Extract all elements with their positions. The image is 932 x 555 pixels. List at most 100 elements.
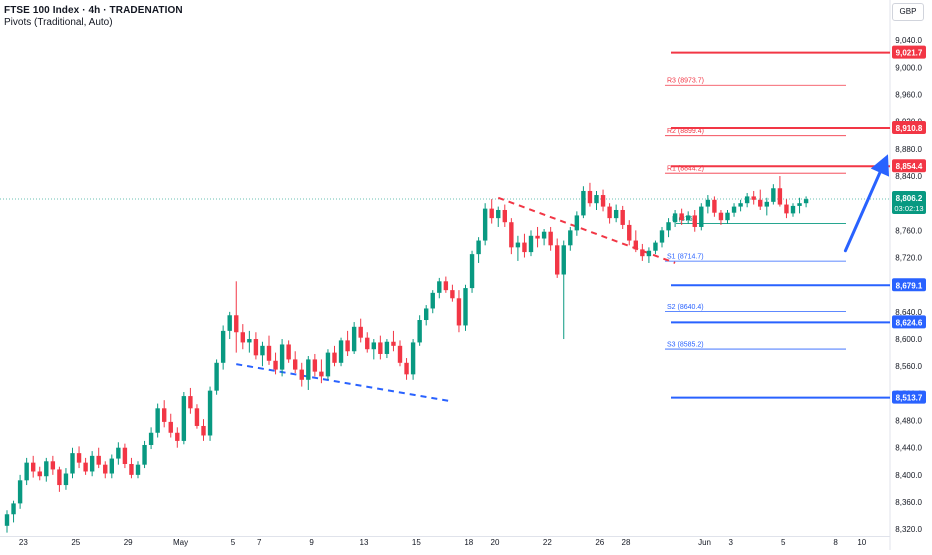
candle-body bbox=[299, 369, 304, 380]
candle-body bbox=[227, 315, 232, 331]
time-tick-label: 7 bbox=[257, 538, 262, 547]
level-price-tag bbox=[892, 45, 926, 59]
candle-body bbox=[555, 245, 560, 275]
price-tick-label: 8,320.0 bbox=[895, 525, 922, 534]
candle-body bbox=[351, 326, 357, 352]
time-tick-label: 5 bbox=[231, 538, 236, 547]
candle-body bbox=[482, 208, 488, 241]
candle-body bbox=[541, 231, 547, 239]
level-price-tag bbox=[892, 315, 926, 329]
candle-body bbox=[31, 462, 36, 472]
candle-body bbox=[659, 230, 665, 243]
candle-body bbox=[633, 240, 638, 250]
chart-title: FTSE 100 Index · 4h · TRADENATION bbox=[4, 5, 183, 16]
candle-body bbox=[738, 203, 743, 207]
candle-body bbox=[391, 341, 396, 346]
projection-arrow-shaft bbox=[843, 171, 882, 253]
time-tick-label: 25 bbox=[71, 538, 80, 547]
level-price-tag-label: 8,679.1 bbox=[896, 281, 923, 290]
candle-body bbox=[76, 453, 82, 463]
candle-body bbox=[561, 245, 566, 275]
price-tick-label: 8,400.0 bbox=[895, 471, 922, 480]
time-tick-label: 13 bbox=[360, 538, 369, 547]
candle-body bbox=[325, 352, 331, 377]
candle-body bbox=[587, 190, 593, 204]
price-tick-label: 9,040.0 bbox=[895, 36, 922, 45]
candle-body bbox=[476, 240, 481, 255]
candle-body bbox=[384, 341, 390, 354]
candle-body bbox=[175, 432, 180, 441]
candle-body bbox=[220, 330, 226, 363]
candle-body bbox=[758, 199, 763, 207]
candle-body bbox=[692, 215, 697, 227]
level-price-tag bbox=[892, 278, 926, 292]
price-tick-label: 8,640.0 bbox=[895, 308, 922, 317]
candle-body bbox=[247, 339, 252, 343]
candle-body bbox=[266, 345, 272, 361]
candle-body bbox=[646, 250, 652, 257]
candle-body bbox=[240, 332, 245, 343]
time-tick-label: 18 bbox=[464, 538, 473, 547]
candle-body bbox=[332, 352, 337, 363]
candle-body bbox=[358, 326, 363, 338]
price-tick-label: 8,440.0 bbox=[895, 444, 922, 453]
candle-body bbox=[450, 290, 455, 299]
price-tick-label: 8,600.0 bbox=[895, 335, 922, 344]
candle-body bbox=[142, 444, 147, 465]
candle-body bbox=[57, 469, 62, 486]
time-tick-label: 15 bbox=[412, 538, 421, 547]
candle-body bbox=[764, 201, 769, 207]
candle-body bbox=[790, 205, 796, 214]
candle-body bbox=[489, 208, 494, 219]
level-price-tag-label: 9,021.7 bbox=[896, 49, 923, 58]
candle-body bbox=[155, 408, 160, 433]
candle-body bbox=[686, 215, 691, 221]
candle-body bbox=[594, 195, 599, 204]
price-tick-label: 8,880.0 bbox=[895, 145, 922, 154]
candle-body bbox=[417, 320, 422, 343]
price-tick-label: 9,000.0 bbox=[895, 63, 922, 72]
level-price-tag-label: 8,910.8 bbox=[896, 124, 923, 133]
price-tick-label: 8,960.0 bbox=[895, 91, 922, 100]
pivot-label-r3: R3 (8973.7) bbox=[667, 78, 704, 85]
candle-body bbox=[273, 360, 278, 370]
candle-body bbox=[96, 455, 101, 465]
time-tick-label: 3 bbox=[729, 538, 734, 547]
projection-arrow-head bbox=[870, 154, 890, 177]
candle-body bbox=[207, 390, 213, 436]
candle-body bbox=[253, 339, 259, 356]
time-tick-label: 9 bbox=[309, 538, 314, 547]
candle-body bbox=[234, 315, 239, 333]
candle-body bbox=[168, 421, 173, 433]
candle-body bbox=[63, 473, 69, 486]
candle-body bbox=[129, 464, 134, 475]
candle-body bbox=[528, 235, 534, 253]
indicator-label[interactable]: Pivots (Traditional, Auto) bbox=[4, 17, 113, 28]
pivot-label-r2: R2 (8899.4) bbox=[667, 128, 704, 135]
candle-body bbox=[699, 206, 704, 227]
candle-body bbox=[672, 213, 678, 223]
candle-body bbox=[181, 396, 187, 441]
candle-body bbox=[535, 235, 540, 239]
trendline bbox=[497, 196, 676, 264]
candle-body bbox=[600, 195, 606, 207]
level-price-tag-label: 8,854.4 bbox=[896, 162, 923, 171]
candle-body bbox=[371, 342, 376, 350]
candle-body bbox=[70, 453, 75, 474]
candle-body bbox=[162, 408, 167, 422]
currency-button[interactable]: GBP bbox=[892, 3, 924, 21]
candle-body bbox=[568, 230, 573, 246]
time-tick-label: 28 bbox=[622, 538, 631, 547]
candle-body bbox=[509, 222, 514, 248]
candle-body bbox=[319, 371, 324, 377]
pivot-label-s3: S3 (8585.2) bbox=[667, 342, 704, 349]
candle-body bbox=[365, 337, 370, 350]
candle-body bbox=[424, 308, 429, 321]
time-tick-label: May bbox=[173, 538, 188, 547]
level-price-tag bbox=[892, 120, 926, 134]
level-price-tag-label: 8,513.7 bbox=[896, 394, 923, 403]
candle-body bbox=[777, 188, 783, 205]
time-tick-label: 26 bbox=[595, 538, 604, 547]
